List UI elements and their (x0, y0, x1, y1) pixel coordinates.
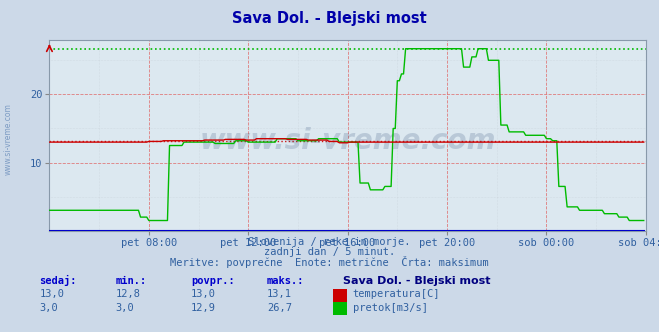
Text: temperatura[C]: temperatura[C] (353, 290, 440, 299)
Text: pretok[m3/s]: pretok[m3/s] (353, 303, 428, 313)
Text: 13,0: 13,0 (191, 290, 216, 299)
Text: min.:: min.: (115, 276, 146, 286)
Text: 13,0: 13,0 (40, 290, 65, 299)
Text: Sava Dol. - Blejski most: Sava Dol. - Blejski most (343, 276, 490, 286)
Text: maks.:: maks.: (267, 276, 304, 286)
Text: 26,7: 26,7 (267, 303, 292, 313)
Text: 12,8: 12,8 (115, 290, 140, 299)
Text: sedaj:: sedaj: (40, 275, 77, 286)
Text: www.si-vreme.com: www.si-vreme.com (3, 104, 13, 175)
Text: www.si-vreme.com: www.si-vreme.com (200, 127, 496, 155)
Text: 13,1: 13,1 (267, 290, 292, 299)
Text: 12,9: 12,9 (191, 303, 216, 313)
Text: Meritve: povprečne  Enote: metrične  Črta: maksimum: Meritve: povprečne Enote: metrične Črta:… (170, 256, 489, 268)
Text: povpr.:: povpr.: (191, 276, 235, 286)
Text: Slovenija / reke in morje.: Slovenija / reke in morje. (248, 237, 411, 247)
Text: 3,0: 3,0 (40, 303, 58, 313)
Text: zadnji dan / 5 minut.: zadnji dan / 5 minut. (264, 247, 395, 257)
Text: 3,0: 3,0 (115, 303, 134, 313)
Text: Sava Dol. - Blejski most: Sava Dol. - Blejski most (232, 11, 427, 26)
